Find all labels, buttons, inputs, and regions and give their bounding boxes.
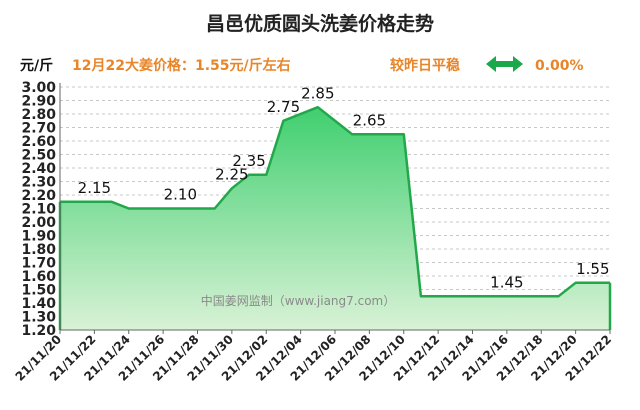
data-label: 2.15 <box>78 179 111 197</box>
y-tick-label: 1.50 <box>21 283 56 299</box>
y-tick-label: 2.60 <box>21 134 56 150</box>
compare-label: 较昨日平稳 <box>390 57 460 74</box>
y-tick-label: 2.40 <box>21 161 56 177</box>
series-line <box>60 105 610 298</box>
double-arrow-icon <box>486 56 523 72</box>
y-tick-label: 1.40 <box>21 296 56 312</box>
watermark: 中国姜网监制（www.jiang7.com） <box>201 293 395 308</box>
y-tick-label: 1.90 <box>21 229 56 245</box>
y-tick-label: 2.80 <box>21 107 56 123</box>
data-label: 2.65 <box>353 111 386 129</box>
data-label: 2.25 <box>215 165 248 183</box>
data-label: 1.55 <box>576 260 609 278</box>
area-fill <box>60 107 610 330</box>
y-tick-label: 2.20 <box>21 188 56 204</box>
y-tick-label: 2.10 <box>21 202 56 218</box>
data-labels: 2.15 2.10 2.252.35 2.752.85 2.65 1.45 1.55 <box>78 84 610 291</box>
data-label: 2.75 <box>267 98 300 116</box>
y-tick-label: 1.80 <box>21 242 56 258</box>
y-tick-label: 2.90 <box>21 94 56 110</box>
y-tick-label: 2.70 <box>21 121 56 137</box>
y-tick-label: 2.50 <box>21 148 56 164</box>
chart-title: 昌邑优质圆头洗姜价格走势 <box>206 12 434 35</box>
data-label: 2.85 <box>301 84 334 102</box>
y-tick-label: 1.60 <box>21 269 56 285</box>
y-tick-label: 3.00 <box>21 80 56 96</box>
data-label: 2.35 <box>232 152 265 170</box>
unit-label: 元/斤 <box>20 57 53 74</box>
y-tick-label: 2.00 <box>21 215 56 231</box>
axes <box>59 83 611 334</box>
y-tick-label: 2.30 <box>21 175 56 191</box>
data-label: 1.45 <box>490 273 523 291</box>
y-tick-label: 1.70 <box>21 256 56 272</box>
change-percentage: 0.00% <box>535 58 584 74</box>
y-axis-ticks: 3.002.902.802.702.602.502.402.302.202.10… <box>21 80 56 339</box>
x-axis-ticks: 21/11/2021/11/2221/11/2421/11/2621/11/28… <box>13 332 615 384</box>
data-label: 2.10 <box>164 186 197 204</box>
price-note: 12月22大姜价格：1.55元/斤左右 <box>72 57 291 74</box>
y-tick-label: 1.20 <box>21 323 56 339</box>
y-tick-label: 1.30 <box>21 310 56 326</box>
